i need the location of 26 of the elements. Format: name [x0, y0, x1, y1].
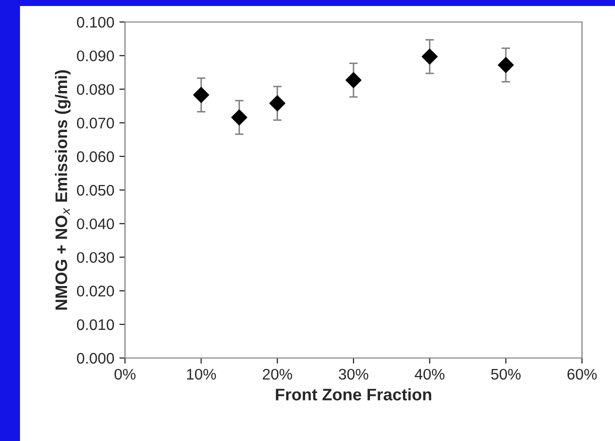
- point: [269, 95, 286, 112]
- x-tick-label: 50%: [491, 368, 521, 380]
- y-tick-label: 0.050: [76, 184, 114, 196]
- x-tick-label: 30%: [338, 368, 368, 380]
- point: [231, 109, 248, 126]
- x-tick-label: 20%: [262, 368, 292, 380]
- point: [498, 56, 514, 74]
- y-tick-label: 0.040: [76, 218, 114, 230]
- y-tick-label: 0.080: [76, 84, 114, 95]
- x-tick-label: 10%: [187, 368, 216, 380]
- y-tick-label: 0.020: [76, 286, 114, 296]
- y-tick-label: 0.100: [76, 16, 114, 28]
- x-tick-label: 60%: [567, 368, 597, 380]
- y-tick-label: 0.000: [76, 352, 114, 364]
- x-axis-title: Front Zone Fraction: [276, 388, 432, 400]
- y-tick-label: 0.030: [76, 252, 114, 263]
- x-tick-label: 40%: [414, 368, 444, 380]
- point: [422, 48, 438, 65]
- y-tick-label: 0.090: [76, 50, 114, 62]
- y-tick-label: 0.010: [76, 319, 114, 330]
- point: [193, 86, 210, 103]
- y-tick-label: 0.070: [76, 118, 114, 128]
- y-tick-label: 0.060: [76, 151, 114, 162]
- x-tick-label: 0%: [114, 368, 136, 380]
- y-axis-title: NMOG + NO$_{x}$ Emissions (g/mi): [54, 70, 71, 310]
- point: [345, 72, 362, 88]
